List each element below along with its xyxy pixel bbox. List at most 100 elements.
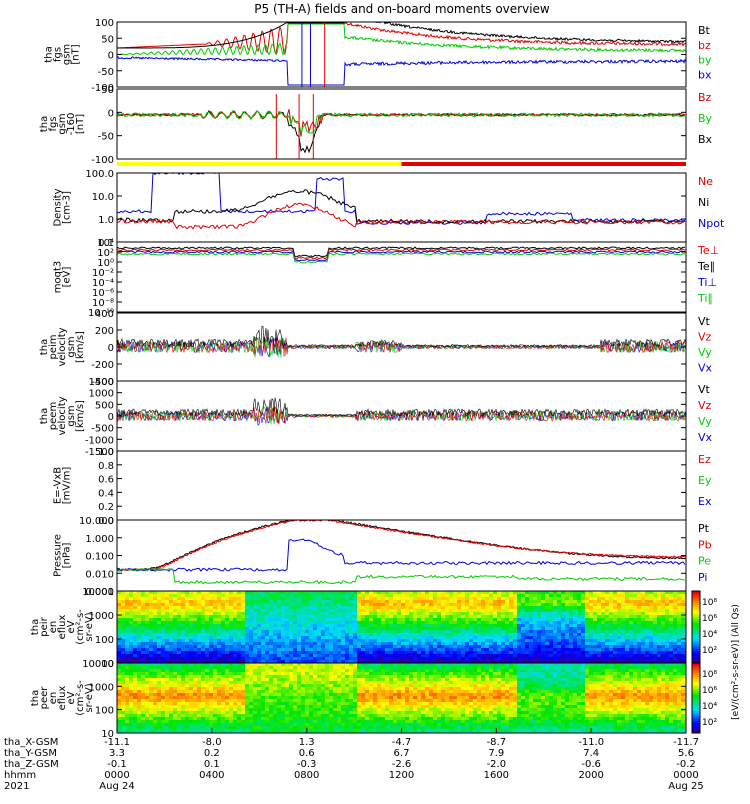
spec-cell <box>249 621 253 624</box>
spec-cell <box>141 606 145 609</box>
spec-cell <box>529 606 533 609</box>
spec-cell <box>345 642 349 645</box>
spec-cell <box>585 618 589 621</box>
spec-cell <box>605 633 609 636</box>
spec-cell <box>185 699 189 702</box>
spec-cell <box>561 618 565 621</box>
spec-cell <box>505 603 509 606</box>
spec-cell <box>261 654 265 657</box>
spec-cell <box>329 600 333 603</box>
spec-cell <box>205 615 209 618</box>
spec-cell <box>473 624 477 627</box>
spec-cell <box>617 606 621 609</box>
spec-cell <box>293 627 297 630</box>
spec-cell <box>157 729 161 732</box>
spec-cell <box>577 636 581 639</box>
spec-cell <box>229 642 233 645</box>
spec-cell <box>457 633 461 636</box>
spec-cell <box>617 603 621 606</box>
spec-cell <box>237 600 241 603</box>
spec-cell <box>129 705 133 708</box>
spec-cell <box>181 597 185 600</box>
spec-cell <box>145 612 149 615</box>
spec-cell <box>629 609 633 612</box>
spec-cell <box>153 606 157 609</box>
spec-cell <box>117 705 121 708</box>
spec-cell <box>257 708 261 711</box>
spec-cell <box>293 615 297 618</box>
spec-cell <box>485 618 489 621</box>
spec-cell <box>385 621 389 624</box>
spec-cell <box>237 675 241 678</box>
spec-cell <box>185 642 189 645</box>
spec-cell <box>181 648 185 651</box>
spec-cell <box>201 621 205 624</box>
spec-cell <box>325 618 329 621</box>
spec-cell <box>565 594 569 597</box>
spec-cell <box>485 633 489 636</box>
spec-cell <box>345 627 349 630</box>
spec-cell <box>201 636 205 639</box>
spec-cell <box>217 603 221 606</box>
spec-cell <box>409 642 413 645</box>
spec-cell <box>313 693 317 696</box>
spec-cell <box>405 606 409 609</box>
spec-cell <box>253 666 257 669</box>
spec-cell <box>393 612 397 615</box>
spec-cell <box>145 729 149 732</box>
spec-cell <box>285 603 289 606</box>
spec-cell <box>589 651 593 654</box>
spec-cell <box>213 639 217 642</box>
spec-cell <box>353 636 357 639</box>
spec-cell <box>165 720 169 723</box>
spec-cell <box>233 729 237 732</box>
spec-cell <box>593 603 597 606</box>
spec-cell <box>125 594 129 597</box>
spec-cell <box>509 630 513 633</box>
spec-cell <box>193 651 197 654</box>
spec-cell <box>301 621 305 624</box>
spec-cell <box>321 666 325 669</box>
spec-cell <box>329 696 333 699</box>
spec-cell <box>241 645 245 648</box>
spec-cell <box>281 699 285 702</box>
spec-cell <box>161 717 165 720</box>
spec-cell <box>221 609 225 612</box>
spec-cell <box>161 624 165 627</box>
spec-cell <box>421 597 425 600</box>
spec-cell <box>321 684 325 687</box>
spec-cell <box>149 720 153 723</box>
spec-cell <box>281 708 285 711</box>
spec-cell <box>617 615 621 618</box>
spec-cell <box>457 594 461 597</box>
spec-cell <box>193 618 197 621</box>
spec-cell <box>225 678 229 681</box>
spec-cell <box>577 657 581 660</box>
spec-cell <box>445 648 449 651</box>
spec-cell <box>181 627 185 630</box>
spec-cell <box>277 603 281 606</box>
spec-cell <box>665 627 669 630</box>
spec-cell <box>457 609 461 612</box>
spec-cell <box>609 645 613 648</box>
spec-cell <box>201 633 205 636</box>
spec-cell <box>553 642 557 645</box>
spec-cell <box>121 603 125 606</box>
spec-cell <box>473 630 477 633</box>
spec-cell <box>305 669 309 672</box>
spec-cell <box>441 627 445 630</box>
spec-cell <box>177 594 181 597</box>
spec-cell <box>609 609 613 612</box>
spec-cell <box>189 705 193 708</box>
spec-cell <box>409 645 413 648</box>
spec-cell <box>297 669 301 672</box>
spec-cell <box>185 705 189 708</box>
spec-cell <box>309 711 313 714</box>
spec-cell <box>237 627 241 630</box>
spec-cell <box>469 618 473 621</box>
spec-cell <box>249 657 253 660</box>
spec-cell <box>169 669 173 672</box>
spec-cell <box>169 639 173 642</box>
spec-cell <box>333 651 337 654</box>
spec-cell <box>201 717 205 720</box>
